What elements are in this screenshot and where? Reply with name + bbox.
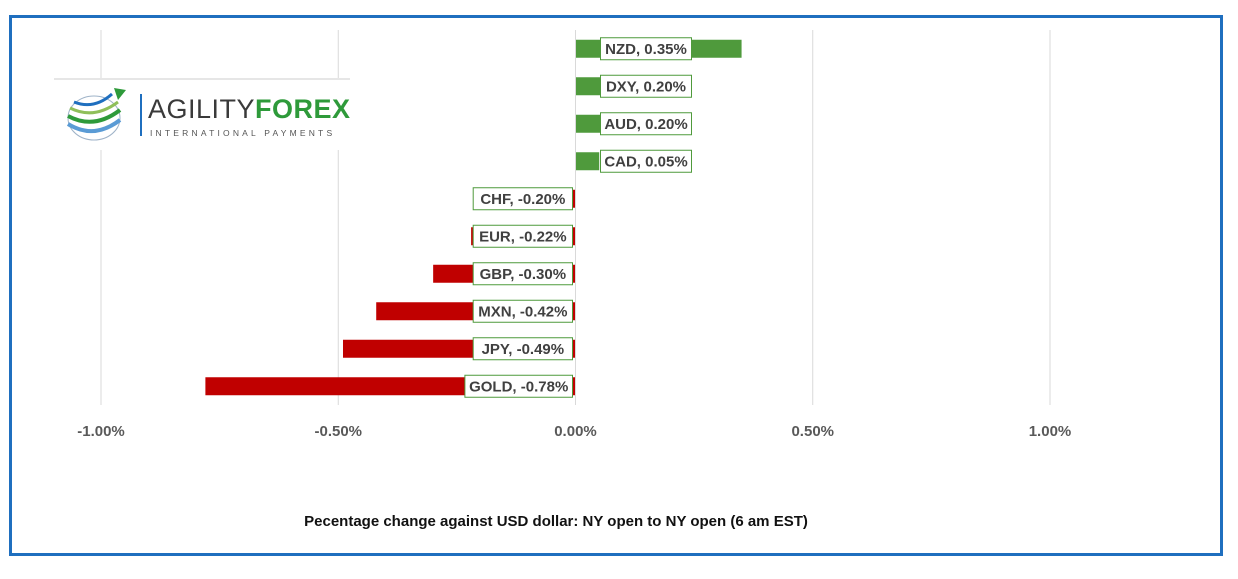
data-label-box [600, 37, 692, 61]
data-label-box [472, 262, 574, 286]
x-tick-label: 0.50% [791, 423, 834, 440]
data-label-box [600, 112, 692, 136]
data-label-box [472, 337, 574, 361]
x-axis-title: Pecentage change against USD dollar: NY … [304, 513, 808, 530]
data-label-dxy: DXY, 0.20% [606, 78, 686, 95]
data-label-box [600, 149, 692, 173]
data-label-gold: GOLD, -0.78% [469, 378, 568, 395]
logo-subtitle: INTERNATIONAL PAYMENTS [150, 128, 336, 138]
agility-forex-logo: AGILITYFOREX INTERNATIONAL PAYMENTS [54, 78, 350, 150]
data-label-nzd: NZD, 0.35% [605, 41, 687, 58]
data-label-eur: EUR, -0.22% [479, 228, 567, 245]
logo-wordmark: AGILITYFOREX [148, 94, 351, 124]
data-label-mxn: MXN, -0.42% [478, 303, 567, 320]
data-label-chf: CHF, -0.20% [480, 191, 565, 208]
x-tick-label: -1.00% [77, 423, 125, 440]
x-tick-label: -0.50% [314, 423, 362, 440]
x-tick-label: 1.00% [1029, 423, 1072, 440]
data-label-box [464, 374, 573, 398]
data-label-box [472, 187, 574, 211]
data-label-box [600, 74, 692, 98]
data-label-cad: CAD, 0.05% [604, 153, 687, 170]
data-label-aud: AUD, 0.20% [604, 116, 687, 133]
data-label-jpy: JPY, -0.49% [482, 341, 565, 358]
data-label-gbp: GBP, -0.30% [480, 266, 566, 283]
logo-divider [140, 94, 142, 136]
data-label-box [472, 224, 574, 248]
data-label-box [472, 299, 574, 323]
x-tick-label: 0.00% [554, 423, 597, 440]
globe-arrow-icon [66, 88, 126, 141]
bar-cad [575, 152, 600, 171]
